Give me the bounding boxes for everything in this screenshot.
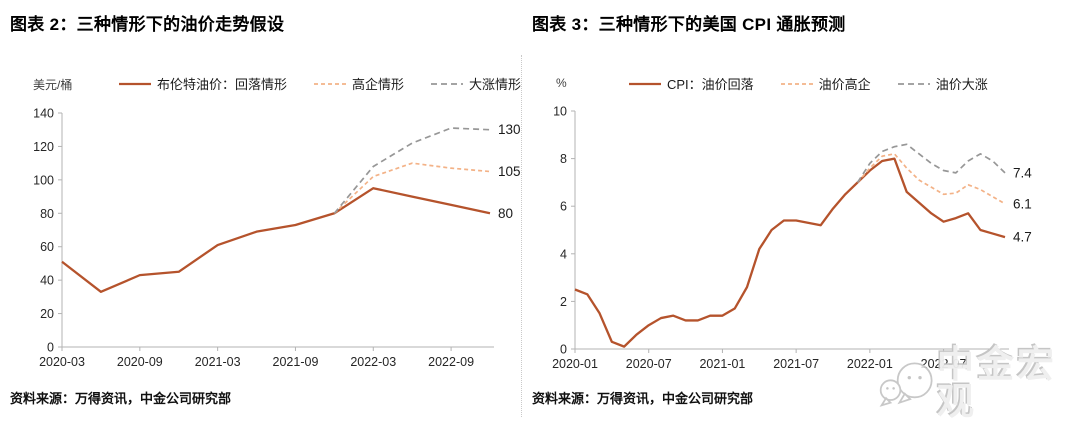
- axis: [61, 113, 494, 348]
- series-line: [856, 152, 1006, 205]
- oil-chart-unit-label: 美元/桶: [33, 78, 73, 92]
- cpi-chart-title: 图表 3：三种情形下的美国 CPI 通胀预测: [532, 15, 846, 34]
- x-tick-label: 2021-09: [273, 355, 319, 369]
- x-tick-label: 2021-07: [773, 357, 819, 371]
- x-tick-label: 2022-03: [350, 355, 396, 369]
- y-tick-label: 20: [40, 307, 54, 321]
- series-end-label: 4.7: [1013, 230, 1032, 245]
- series-line: [333, 162, 491, 214]
- y-tick-label: 100: [33, 173, 54, 187]
- legend-line-swatch: [897, 82, 930, 85]
- legend-item: 油价大涨: [897, 74, 988, 93]
- oil-chart-legend: 布伦特油价：回落情形 高企情形 大涨情形: [118, 74, 547, 93]
- legend-line-swatch: [629, 82, 661, 85]
- legend-label: 大涨情形: [469, 77, 522, 92]
- y-tick-label: 140: [33, 107, 54, 121]
- x-tick-label: 2021-01: [699, 357, 745, 371]
- watermark-text: 中金宏观: [936, 344, 1057, 422]
- y-tick-label: 60: [40, 240, 54, 254]
- y-tick-label: 8: [560, 152, 567, 166]
- y-tick-label: 120: [33, 140, 54, 154]
- legend-label: CPI：油价回落: [667, 77, 754, 92]
- y-tick-label: 4: [560, 247, 567, 261]
- y-tick-label: 0: [560, 343, 567, 357]
- legend-item: 高企情形: [313, 74, 404, 93]
- cpi-chart-legend: CPI：油价回落 油价高企 油价大涨: [628, 74, 1014, 93]
- legend-label: 布伦特油价：回落情形: [157, 77, 288, 92]
- axis: [574, 111, 1009, 350]
- panel-divider: [521, 55, 522, 417]
- series-end-label: 105: [498, 164, 521, 179]
- y-tick-label: 80: [40, 207, 54, 221]
- legend-line-swatch: [431, 82, 464, 85]
- legend-item: CPI：油价回落: [628, 74, 754, 93]
- x-tick-label: 2021-03: [195, 355, 241, 369]
- series-line: [856, 143, 1006, 183]
- y-tick-label: 2: [560, 295, 567, 309]
- legend-label: 油价高企: [818, 77, 871, 92]
- x-tick-label: 2022-07: [921, 357, 967, 371]
- series-line: [574, 157, 1006, 348]
- x-tick-label: 2020-09: [117, 355, 163, 369]
- legend-item: 布伦特油价：回落情形: [118, 74, 287, 93]
- series-line: [61, 187, 491, 293]
- y-tick-label: 0: [47, 341, 54, 355]
- oil-chart-source: 资料来源：万得资讯，中金公司研究部: [10, 391, 232, 406]
- legend-line-swatch: [780, 82, 813, 85]
- x-tick-label: 2020-01: [552, 357, 598, 371]
- watermark: 中金宏观: [878, 346, 1080, 420]
- cpi-line-chart: 0 2 4 6 8 10 2020-01 2020-07 2021-01 2021-07 2022-…: [552, 105, 1032, 372]
- series-end-label: 130: [498, 122, 521, 137]
- series-end-label: 6.1: [1013, 196, 1032, 211]
- x-tick-label: 2022-01: [847, 357, 893, 371]
- y-tick-label: 40: [40, 274, 54, 288]
- cpi-chart-unit-label: %: [556, 76, 567, 90]
- x-tick-label: 2020-07: [626, 357, 672, 371]
- y-tick-label: 10: [553, 105, 567, 119]
- legend-item: 大涨情形: [430, 74, 521, 93]
- legend-line-swatch: [119, 82, 151, 85]
- legend-item: 油价高企: [780, 74, 871, 93]
- series-end-label: 7.4: [1013, 165, 1032, 180]
- legend-line-swatch: [314, 82, 347, 85]
- series-line: [333, 127, 491, 214]
- chat-bubbles-icon: [879, 362, 933, 407]
- oil-price-line-chart: 0 20 40 60 80 100 120 140 2020-03 2020-09 2021-03 2…: [33, 107, 521, 370]
- legend-label: 高企情形: [352, 77, 405, 92]
- x-tick-label: 2022-09: [428, 355, 474, 369]
- series-end-label: 80: [498, 206, 513, 221]
- x-tick-label: 2020-03: [39, 355, 85, 369]
- legend-label: 油价大涨: [935, 77, 988, 92]
- cpi-chart-source: 资料来源：万得资讯，中金公司研究部: [532, 391, 754, 406]
- y-tick-label: 6: [560, 200, 567, 214]
- oil-chart-title: 图表 2：三种情形下的油价走势假设: [10, 15, 285, 34]
